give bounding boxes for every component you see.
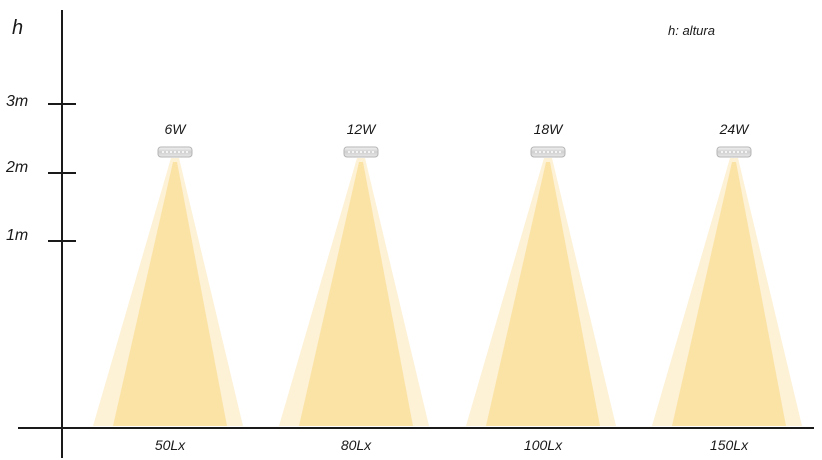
- lux-label: 150Lx: [710, 437, 749, 453]
- tick-label-1m: 1m: [6, 227, 28, 244]
- y-axis-title: h: [12, 17, 23, 39]
- light-beams: [93, 158, 802, 426]
- lamp-wattage-label: 18W: [534, 121, 565, 137]
- lux-label: 100Lx: [524, 437, 563, 453]
- lux-label: 80Lx: [341, 437, 372, 453]
- tick-label-2m: 2m: [5, 159, 28, 176]
- light-beam-inner: [672, 162, 786, 426]
- light-beam-inner: [486, 162, 600, 426]
- lux-label: 50Lx: [155, 437, 186, 453]
- lamp-wattage-label: 6W: [165, 121, 188, 137]
- lamp-fixtures: 6W 50Lx 12W 80Lx 18W 100Lx 24W 150Lx: [155, 121, 752, 453]
- light-beam-inner: [299, 162, 413, 426]
- lamp-wattage-label: 12W: [347, 121, 378, 137]
- tick-label-3m: 3m: [6, 93, 28, 110]
- height-legend-note: h: altura: [668, 23, 715, 38]
- light-beam-inner: [113, 162, 227, 426]
- lamp-wattage-label: 24W: [719, 121, 751, 137]
- y-axis-ticks: 3m 2m 1m: [5, 93, 76, 244]
